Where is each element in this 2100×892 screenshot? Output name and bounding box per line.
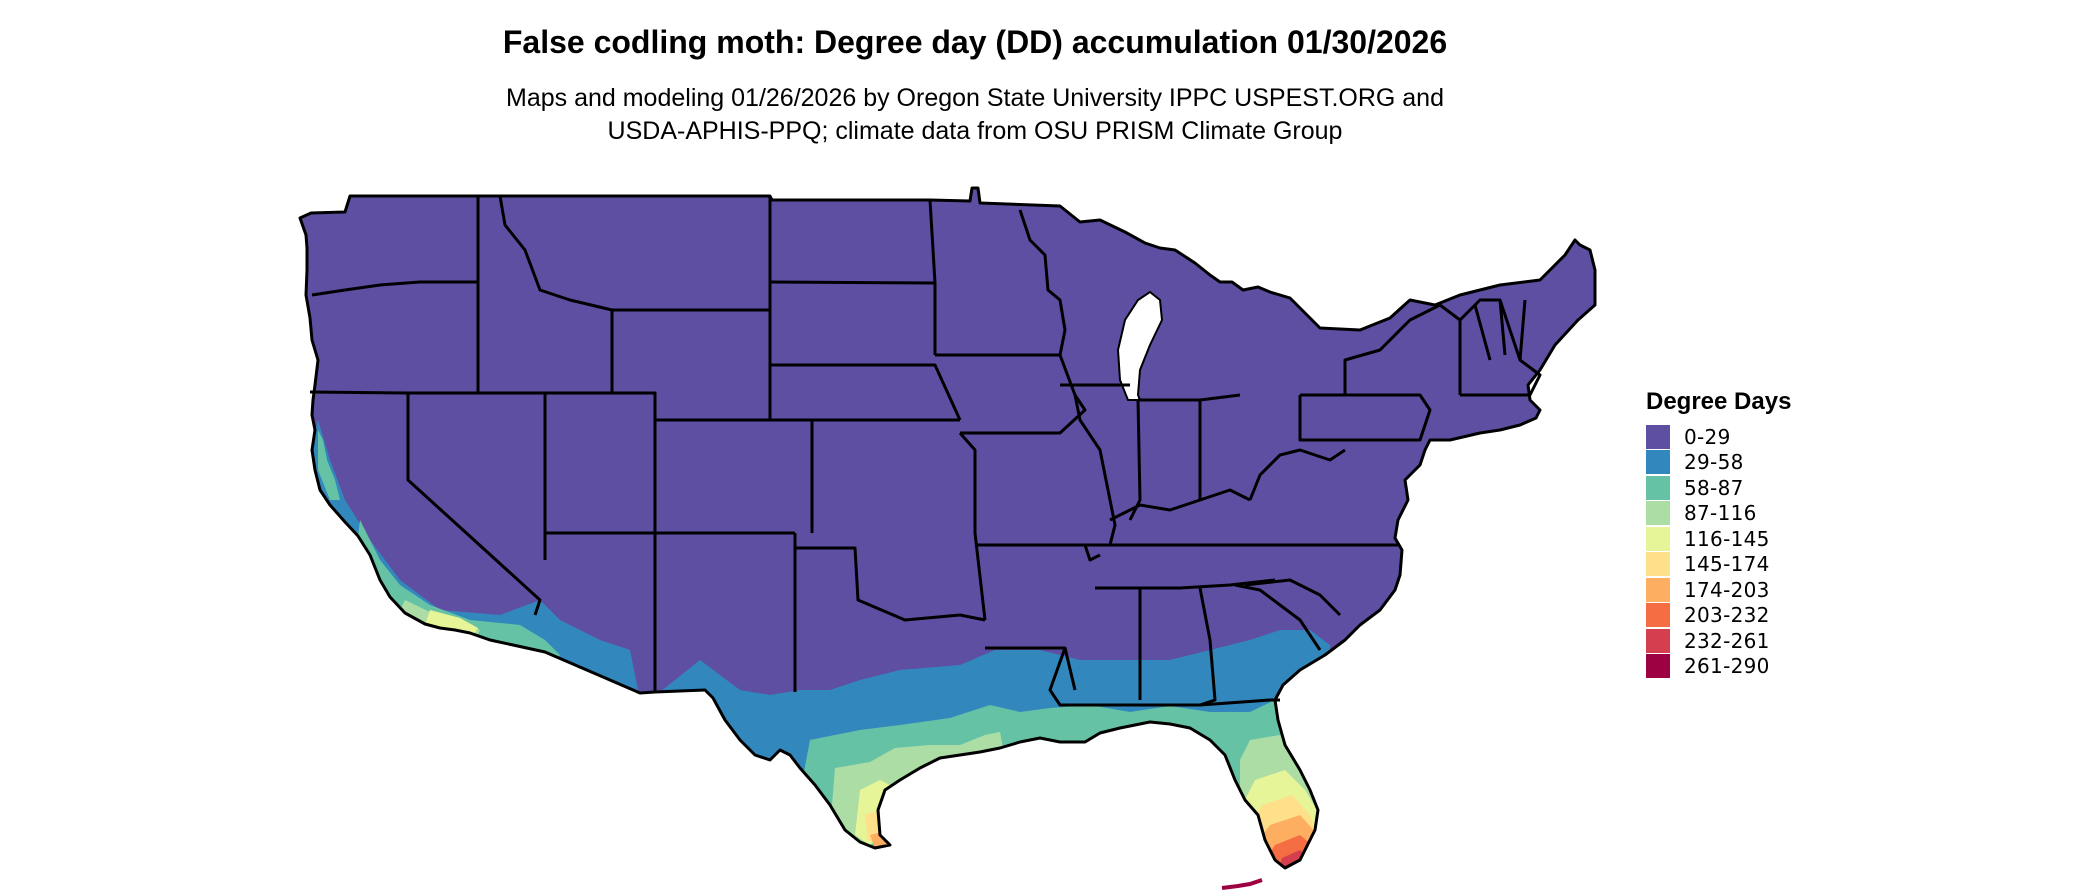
border-mi-oh [1138,393,1241,402]
border-nd-sd [769,280,936,285]
legend-label: 174-203 [1684,577,1770,602]
subtitle-line-2: USDA-APHIS-PPQ; climate data from OSU PR… [607,117,1343,145]
legend: Degree Days 0-29 29-58 58-87 87-116 116-… [1646,388,1791,679]
legend-item: 174-203 [1646,577,1791,603]
legend-label: 87-116 [1684,501,1757,526]
border-vt-nh-me [1473,299,1527,361]
legend-label: 145-174 [1684,552,1770,577]
legend-swatch [1646,424,1670,449]
border-wy [612,308,772,422]
border-ok [795,546,986,622]
border-nv-ca [406,393,542,616]
border-nc-sc [1244,578,1342,617]
border-sd-ne [770,363,962,421]
legend-swatch [1646,475,1670,500]
subtitle-line-1: Maps and modeling 01/26/2026 by Oregon S… [506,84,1444,112]
band-261-290-keys [1221,878,1263,890]
border-pa [1298,393,1432,442]
border-mn-wi [1018,209,1067,356]
legend-swatch [1646,450,1670,475]
border-il-in [1128,399,1142,521]
legend-item: 203-232 [1646,603,1791,629]
legend-swatch [1646,577,1670,602]
legend-item: 261-290 [1646,654,1791,680]
legend-swatch [1646,603,1670,628]
border-ga-fl [1085,698,1280,707]
border-mt-id [498,195,613,312]
legend-item: 0-29 [1646,424,1791,450]
border-la-ms [1048,647,1085,707]
legend-swatch [1646,654,1670,679]
legend-label: 0-29 [1684,424,1731,449]
border-ga-sc [1234,583,1322,651]
border-mo-ar [975,543,1101,562]
legend-items: 0-29 29-58 58-87 87-116 116-145 145-174 … [1646,424,1791,679]
legend-swatch [1646,628,1670,653]
border-oh-ky [1109,488,1251,522]
map-base-0-29 [300,188,1595,868]
band-58-87-cal-coast [318,430,340,500]
border-ks-mo [958,432,987,621]
legend-label: 232-261 [1684,628,1770,653]
legend-item: 87-116 [1646,501,1791,527]
state-boundaries [298,186,1597,870]
map-subtitle: Maps and modeling 01/26/2026 by Oregon S… [0,82,1950,148]
legend-label: 58-87 [1684,475,1744,500]
degree-day-raster [300,188,1595,890]
border-al-ga [1198,587,1217,707]
legend-item: 29-58 [1646,450,1791,476]
legend-title: Degree Days [1646,388,1792,415]
legend-item: 232-261 [1646,628,1791,654]
border-ia [935,353,1087,435]
map-title: False codling moth: Degree day (DD) accu… [502,24,1448,60]
border-wa-or [311,280,478,297]
legend-item: 145-174 [1646,552,1791,578]
legend-label: 116-145 [1684,526,1770,551]
border-or-ca-nv [309,390,545,395]
border-wv [1248,448,1346,501]
legend-swatch [1646,552,1670,577]
legend-label: 261-290 [1684,654,1770,679]
border-tn-south [1095,578,1276,590]
legend-item: 116-145 [1646,526,1791,552]
border-il [1073,394,1117,546]
legend-swatch [1646,501,1670,526]
border-new-england [1458,298,1542,397]
legend-item: 58-87 [1646,475,1791,501]
legend-label: 203-232 [1684,603,1770,628]
legend-label: 29-58 [1684,450,1744,475]
us-outline [298,186,1597,870]
border-mn-west [928,199,937,355]
legend-swatch [1646,526,1670,551]
